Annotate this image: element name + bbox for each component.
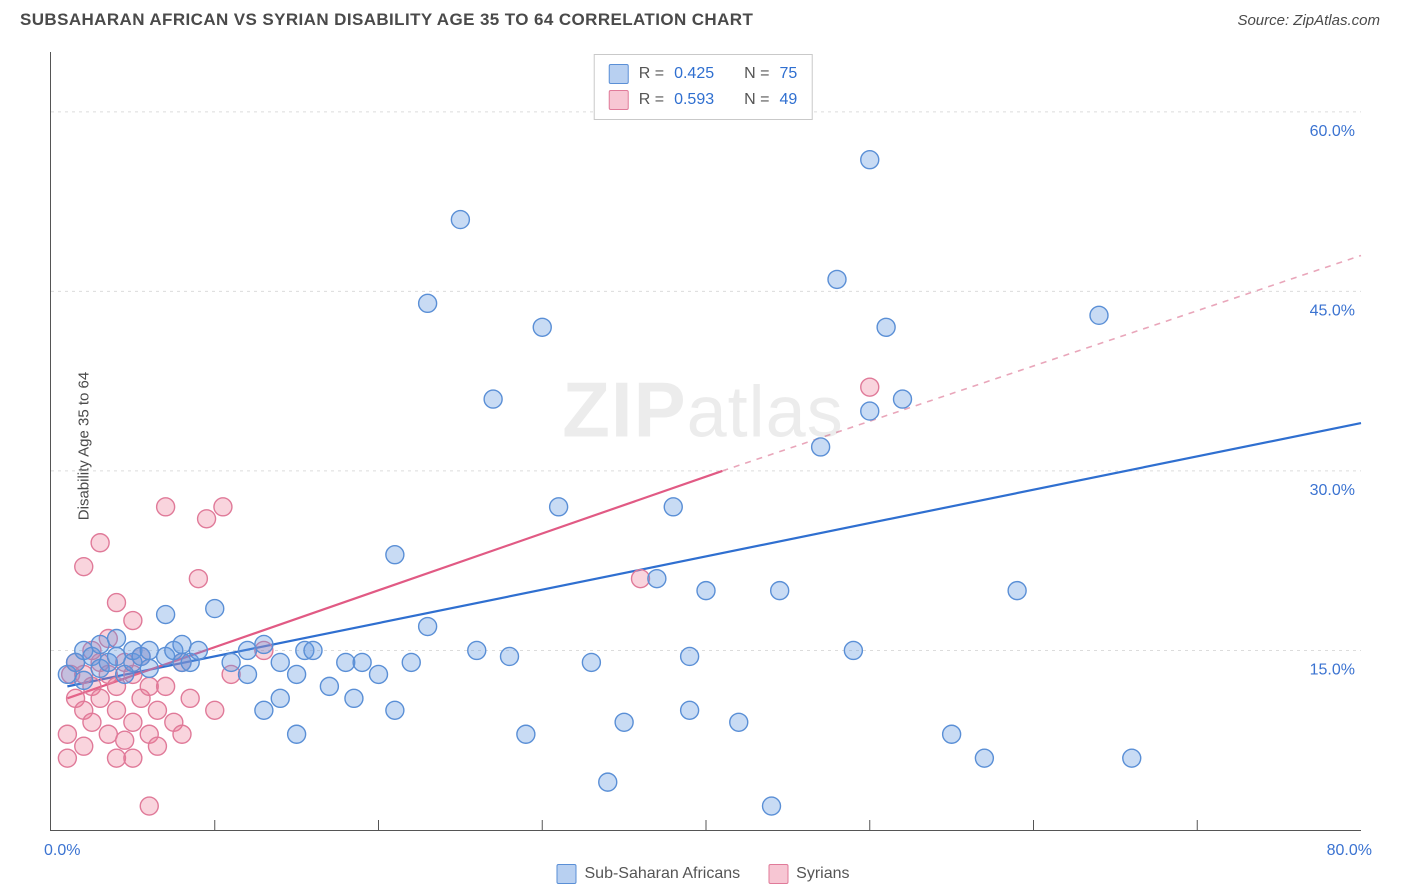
svg-text:30.0%: 30.0% <box>1310 482 1355 499</box>
legend-swatch <box>609 64 629 84</box>
scatter-svg: 15.0% 30.0% 45.0% 60.0% <box>51 52 1361 830</box>
svg-text:60.0%: 60.0% <box>1310 123 1355 140</box>
legend-stat-row: R = 0.425 N = 75 <box>609 61 798 87</box>
chart-header: SUBSAHARAN AFRICAN VS SYRIAN DISABILITY … <box>0 0 1406 36</box>
r-label: R = <box>639 61 664 87</box>
n-label: N = <box>744 87 769 113</box>
r-label: R = <box>639 87 664 113</box>
legend-label: Sub-Saharan Africans <box>584 865 740 882</box>
n-value: 49 <box>779 87 797 113</box>
x-axis-min-label: 0.0% <box>44 842 80 860</box>
svg-text:15.0%: 15.0% <box>1310 661 1355 678</box>
correlation-legend: R = 0.425 N = 75 R = 0.593 N = 49 <box>594 54 813 120</box>
legend-item: Sub-Saharan Africans <box>556 864 740 884</box>
legend-label: Syrians <box>796 865 849 882</box>
r-value: 0.425 <box>674 61 714 87</box>
r-value: 0.593 <box>674 87 714 113</box>
legend-swatch <box>768 864 788 884</box>
legend-swatch <box>609 90 629 110</box>
n-label: N = <box>744 61 769 87</box>
x-axis-max-label: 80.0% <box>1327 842 1372 860</box>
svg-text:45.0%: 45.0% <box>1310 302 1355 319</box>
chart-source: Source: ZipAtlas.com <box>1237 12 1380 29</box>
chart-title: SUBSAHARAN AFRICAN VS SYRIAN DISABILITY … <box>20 10 753 30</box>
legend-swatch <box>556 864 576 884</box>
series-legend: Sub-Saharan Africans Syrians <box>556 864 849 884</box>
chart-plot-area: 15.0% 30.0% 45.0% 60.0% <box>50 52 1361 831</box>
n-value: 75 <box>779 61 797 87</box>
legend-stat-row: R = 0.593 N = 49 <box>609 87 798 113</box>
legend-item: Syrians <box>768 864 849 884</box>
